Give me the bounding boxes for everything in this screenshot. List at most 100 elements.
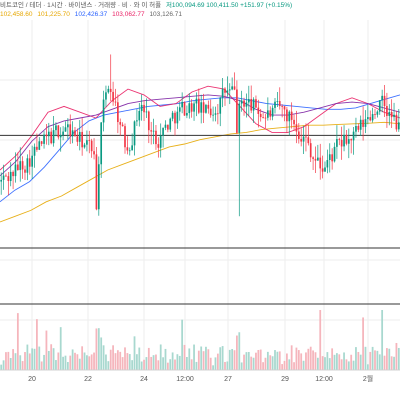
candle-body — [171, 112, 174, 119]
volume-bar — [307, 348, 310, 370]
candle-body — [138, 110, 141, 121]
volume-bar — [50, 344, 53, 370]
volume-bar — [226, 361, 229, 370]
volume-bar — [393, 356, 395, 370]
candle-body — [114, 101, 117, 103]
volume-bar — [2, 360, 5, 370]
volume-bar — [9, 358, 12, 370]
candle-body — [336, 139, 338, 147]
volume-bar — [290, 345, 293, 370]
candle-body — [269, 110, 272, 117]
volume-bar — [155, 354, 157, 370]
volume-bar — [36, 319, 38, 370]
candle-body — [159, 135, 162, 148]
candle-body — [393, 114, 395, 118]
candle-body — [109, 88, 112, 92]
candle-body — [317, 157, 319, 161]
volume-bar — [90, 354, 93, 370]
candle-body — [205, 104, 207, 113]
candle-body — [219, 97, 222, 114]
volume-bar — [74, 352, 76, 370]
volume-bar — [107, 361, 110, 370]
candle-body — [9, 171, 12, 182]
volume-bar — [357, 351, 360, 370]
volume-bar — [205, 346, 207, 370]
volume-bar — [0, 364, 3, 370]
candle-body — [343, 134, 345, 147]
volume-bar — [259, 349, 262, 370]
horizontal-levels — [0, 134, 400, 305]
volume-bar — [193, 344, 195, 370]
volume-bar — [109, 349, 112, 370]
volume-bar — [240, 362, 243, 370]
volume-bar — [131, 360, 134, 370]
volume-bar — [121, 357, 124, 370]
volume-bar — [105, 354, 107, 370]
volume-bar — [133, 336, 136, 370]
volume-bar — [324, 357, 326, 370]
candle-body — [124, 126, 126, 148]
candle-body — [286, 109, 288, 122]
candle-body — [214, 113, 217, 115]
volume-bar — [212, 365, 214, 370]
volume-bar — [355, 347, 357, 370]
volume-bar — [224, 361, 226, 370]
candle-body — [243, 100, 245, 107]
volume-bar — [338, 354, 341, 370]
volume-bar — [343, 352, 345, 370]
candle-body — [347, 139, 350, 144]
x-axis-tick-label: 22 — [84, 376, 92, 383]
candle-body — [55, 125, 57, 131]
volume-bar — [302, 360, 305, 370]
legend-price-readout: 저100,094.69 100,411.50 +151.97 (+0.15%) — [165, 2, 293, 9]
candle-body — [255, 99, 257, 108]
candle-body — [290, 111, 293, 120]
candle-body — [28, 158, 31, 167]
candle-body — [252, 99, 255, 111]
candle-body — [245, 102, 248, 107]
x-axis-tick-label: 27 — [224, 376, 232, 383]
candle-body — [78, 131, 81, 142]
volume-bar — [288, 359, 291, 370]
candle-body — [95, 154, 98, 210]
volume-bar — [359, 354, 362, 370]
volume-bar — [176, 354, 179, 370]
volume-bar — [19, 355, 22, 370]
candle-body — [145, 111, 148, 113]
volume-bars — [0, 310, 400, 370]
candle-body — [76, 136, 79, 142]
volume-bar — [128, 354, 131, 370]
volume-bar — [364, 346, 367, 370]
volume-bar — [40, 361, 43, 370]
volume-bar — [86, 355, 88, 370]
volume-bar — [297, 350, 300, 370]
volume-bar — [366, 364, 369, 370]
candle-body — [267, 110, 269, 118]
candle-body — [152, 130, 155, 132]
candle-body — [309, 143, 312, 158]
volume-bar — [276, 351, 279, 370]
x-axis-tick-label: 24 — [140, 376, 148, 383]
volume-bar — [219, 347, 222, 370]
candle-body — [40, 141, 43, 144]
volume-bar — [21, 361, 24, 370]
candle-body — [212, 114, 214, 116]
moving-average-line-4 — [0, 94, 400, 177]
volume-bar — [16, 313, 19, 370]
volume-bar — [238, 332, 241, 370]
volume-bar — [369, 351, 372, 370]
volume-bar — [162, 357, 164, 370]
candle-body — [100, 122, 103, 165]
volume-bar — [336, 353, 338, 370]
volume-bar — [371, 346, 374, 370]
candle-body — [307, 137, 310, 144]
volume-bar — [171, 352, 174, 370]
candle-body — [169, 118, 172, 130]
candle-body — [238, 103, 241, 133]
candle-body — [97, 164, 100, 210]
volume-bar — [271, 356, 274, 370]
candle-body — [328, 154, 331, 160]
candle-body — [209, 108, 212, 116]
volume-bar — [145, 357, 148, 370]
